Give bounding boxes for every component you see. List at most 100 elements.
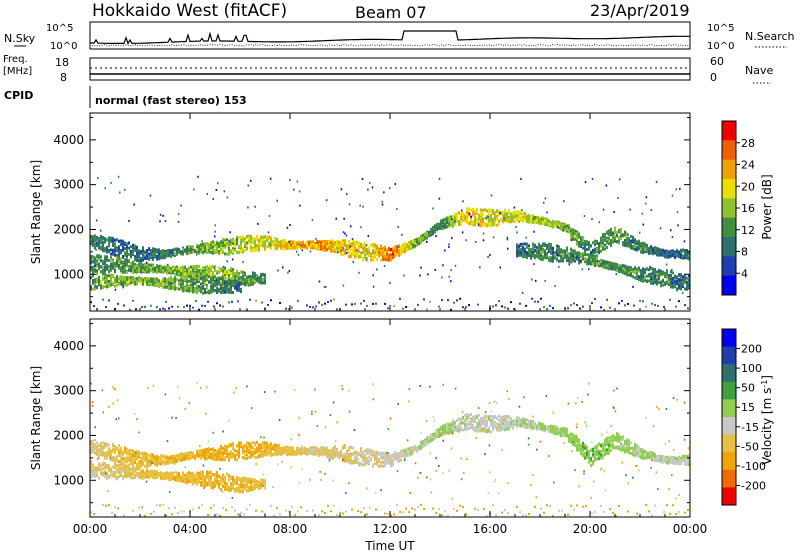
echo-cell [268,235,270,239]
echo-cell [214,275,216,279]
echo-cell [142,255,144,259]
echo-cell [272,242,274,246]
echo-cell [364,243,366,247]
echo-cell [608,237,610,241]
echo-cell [682,275,684,279]
echo-cell [204,282,206,286]
echo-cell [578,242,580,246]
echo-cell [96,277,98,281]
echo-cell [104,284,106,288]
echo-cell [250,248,252,252]
echo-cell [345,303,347,306]
echo-cell [526,217,528,221]
echo-cell [594,263,596,267]
echo-cell [342,253,344,257]
echo-cell [514,210,516,214]
echo-cell [92,243,94,247]
echo-cell [234,286,236,290]
echo-cell [402,307,404,310]
echo-cell [240,281,242,285]
echo-cell [140,259,142,263]
echo-cell [92,269,94,273]
echo-cell [372,251,374,255]
echo-cell [156,254,158,258]
echo-cell [104,237,106,241]
echo-cell [290,246,292,250]
echo-cell [453,301,455,304]
echo-cell [628,269,630,273]
echo-cell [144,305,146,308]
echo-cell [224,276,226,280]
echo-cell [126,276,128,280]
echo-cell [98,263,100,267]
echo-cell [206,242,208,246]
echo-cell [154,283,156,287]
echo-cell [232,268,234,272]
echo-cell [332,242,334,246]
echo-cell [264,241,266,245]
echo-cell [670,283,672,287]
echo-cell [592,241,594,245]
echo-cell [680,284,682,288]
echo-cell [476,210,478,214]
echo-cell [160,266,162,270]
echo-cell [162,266,164,270]
echo-cell [218,277,220,281]
echo-cell [570,251,572,255]
echo-cell [600,236,602,240]
echo-cell [261,301,263,304]
echo-cell [666,276,668,280]
echo-cell [208,280,210,284]
echo-cell [112,259,114,263]
echo-cell [638,239,640,243]
echo-cell [460,223,462,227]
echo-cell [98,254,100,258]
echo-cell [90,241,92,245]
echo-cell [126,280,128,284]
echo-cell [614,262,616,266]
echo-cell [380,258,382,262]
echo-cell [226,286,228,290]
echo-cell [624,304,626,307]
echo-cell [144,280,146,284]
echo-cell [228,274,230,278]
echo-cell [188,287,190,291]
echo-cell [342,239,344,243]
echo-cell [518,215,520,219]
noise-right-tick-top: 10^5 [707,23,734,34]
echo-cell [614,237,616,241]
echo-cell [164,251,166,255]
echo-cell [550,250,552,254]
echo-cell [444,219,446,223]
echo-cell [510,215,512,219]
echo-cell [152,251,154,255]
echo-cell [492,217,494,221]
echo-cell [186,245,188,249]
echo-cell [96,259,98,263]
echo-cell [276,243,278,247]
echo-cell [654,268,656,272]
echo-cell [574,259,576,263]
echo-cell [394,245,396,249]
echo-cell [216,282,218,286]
nsky-label: N.Sky [4,32,36,45]
echo-cell [348,239,350,243]
echo-cell [544,253,546,257]
echo-cell [120,243,122,247]
echo-cell [202,278,204,282]
echo-cell [486,222,488,226]
echo-cell [212,248,214,252]
echo-cell [680,273,682,277]
echo-cell [530,215,532,219]
echo-cell [324,248,326,252]
echo-cell [170,254,172,258]
echo-cell [106,238,108,242]
echo-cell [258,240,260,244]
echo-cell [128,276,130,280]
echo-cell [244,243,246,247]
echo-cell [506,247,509,250]
echo-cell [668,254,670,258]
echo-cell [426,308,428,311]
echo-cell [170,281,172,285]
echo-cell [236,235,238,239]
